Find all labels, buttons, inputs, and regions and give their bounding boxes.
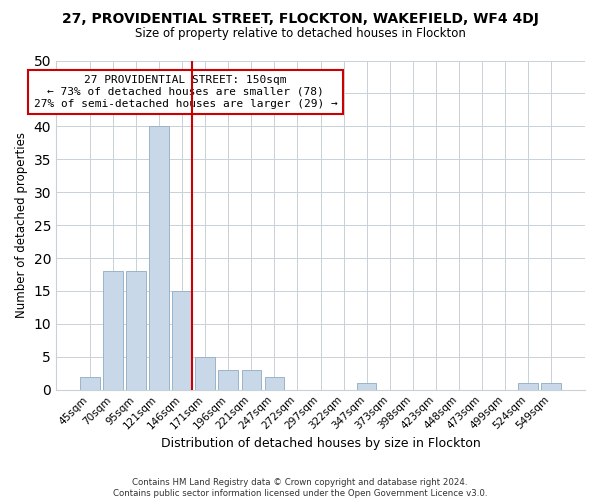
Bar bbox=[196, 357, 215, 390]
Text: 27, PROVIDENTIAL STREET, FLOCKTON, WAKEFIELD, WF4 4DJ: 27, PROVIDENTIAL STREET, FLOCKTON, WAKEF… bbox=[62, 12, 538, 26]
Bar bbox=[242, 370, 261, 390]
Bar bbox=[80, 376, 100, 390]
Bar bbox=[126, 271, 146, 390]
X-axis label: Distribution of detached houses by size in Flockton: Distribution of detached houses by size … bbox=[161, 437, 481, 450]
Bar bbox=[103, 271, 123, 390]
Y-axis label: Number of detached properties: Number of detached properties bbox=[15, 132, 28, 318]
Bar bbox=[357, 383, 376, 390]
Text: 27 PROVIDENTIAL STREET: 150sqm
← 73% of detached houses are smaller (78)
27% of : 27 PROVIDENTIAL STREET: 150sqm ← 73% of … bbox=[34, 76, 338, 108]
Text: Size of property relative to detached houses in Flockton: Size of property relative to detached ho… bbox=[134, 28, 466, 40]
Text: Contains HM Land Registry data © Crown copyright and database right 2024.
Contai: Contains HM Land Registry data © Crown c… bbox=[113, 478, 487, 498]
Bar bbox=[265, 376, 284, 390]
Bar bbox=[149, 126, 169, 390]
Bar bbox=[172, 291, 192, 390]
Bar bbox=[541, 383, 561, 390]
Bar bbox=[518, 383, 538, 390]
Bar bbox=[218, 370, 238, 390]
